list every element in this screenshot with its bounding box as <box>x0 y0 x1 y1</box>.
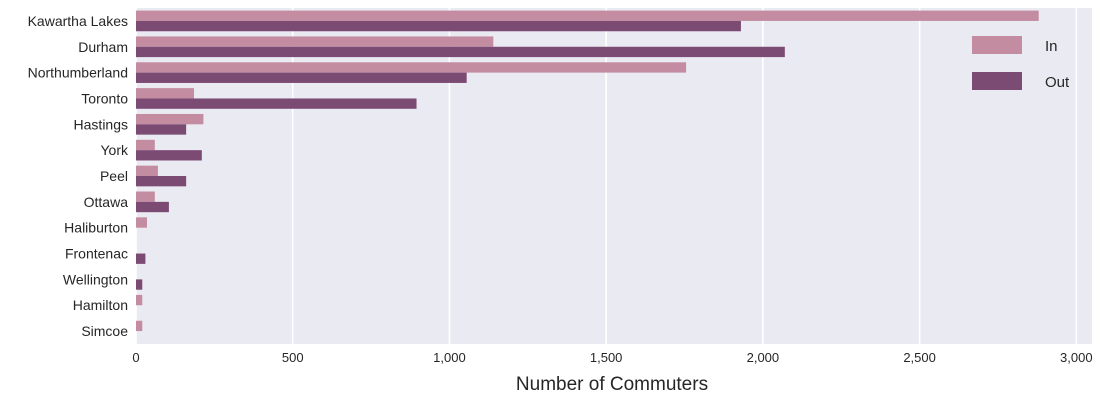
bar-kawartha-lakes-in <box>136 10 1039 21</box>
category-labels: Kawartha Lakes Durham Northumberland Toront… <box>28 13 129 339</box>
category-label-peel: Peel <box>100 168 128 184</box>
category-label-kawartha-lakes: Kawartha Lakes <box>28 13 128 29</box>
bar-hamilton-in <box>136 294 143 306</box>
bar-peel-out <box>136 176 187 187</box>
bar-peel-in <box>136 165 158 176</box>
category-label-northumberland: Northumberland <box>28 65 128 81</box>
category-label-york: York <box>100 142 129 158</box>
x-tick-label-0: 0 <box>132 350 139 365</box>
category-label-durham: Durham <box>78 39 128 55</box>
bar-haliburton-in <box>136 217 147 228</box>
legend: In Out <box>972 36 1070 91</box>
x-axis-label: Number of Commuters <box>516 374 708 395</box>
category-label-haliburton: Haliburton <box>64 220 128 236</box>
category-label-simcoe: Simcoe <box>81 323 128 339</box>
bar-northumberland-out <box>136 72 467 83</box>
bar-durham-in <box>136 36 494 47</box>
bar-simcoe-in <box>136 320 143 332</box>
x-tick-label-2-000: 2,000 <box>747 350 780 365</box>
legend-label-in: In <box>1045 38 1058 55</box>
bar-northumberland-in <box>136 62 687 73</box>
bars <box>136 10 1039 332</box>
x-tick-label-1-000: 1,000 <box>433 350 466 365</box>
x-tick-labels: 0 500 1,000 1,500 2,000 2,500 3,000 <box>132 350 1092 365</box>
legend-swatch-out <box>972 72 1022 90</box>
category-label-hastings: Hastings <box>74 116 128 132</box>
category-label-frontenac: Frontenac <box>65 246 128 262</box>
category-label-hamilton: Hamilton <box>73 297 128 313</box>
bar-hastings-out <box>136 124 187 135</box>
bar-ottawa-out <box>136 201 169 213</box>
plot-background <box>136 8 1092 344</box>
bar-hastings-in <box>136 113 204 125</box>
category-label-ottawa: Ottawa <box>84 194 129 210</box>
bar-toronto-out <box>136 98 417 109</box>
bar-york-in <box>136 139 155 151</box>
x-tick-label-2-500: 2,500 <box>903 350 936 365</box>
legend-label-out: Out <box>1045 74 1070 91</box>
x-tick-label-500: 500 <box>282 350 304 365</box>
category-label-wellington: Wellington <box>63 271 128 287</box>
x-tick-label-3-000: 3,000 <box>1060 350 1093 365</box>
bar-durham-out <box>136 46 785 58</box>
bar-york-out <box>136 150 202 161</box>
bar-kawartha-lakes-out <box>136 20 741 32</box>
bar-frontenac-out <box>136 253 146 264</box>
bar-wellington-out <box>136 279 143 290</box>
x-tick-label-1-500: 1,500 <box>590 350 623 365</box>
bar-toronto-in <box>136 88 194 99</box>
category-label-toronto: Toronto <box>81 90 128 106</box>
bar-ottawa-in <box>136 191 155 202</box>
legend-swatch-in <box>972 36 1022 54</box>
